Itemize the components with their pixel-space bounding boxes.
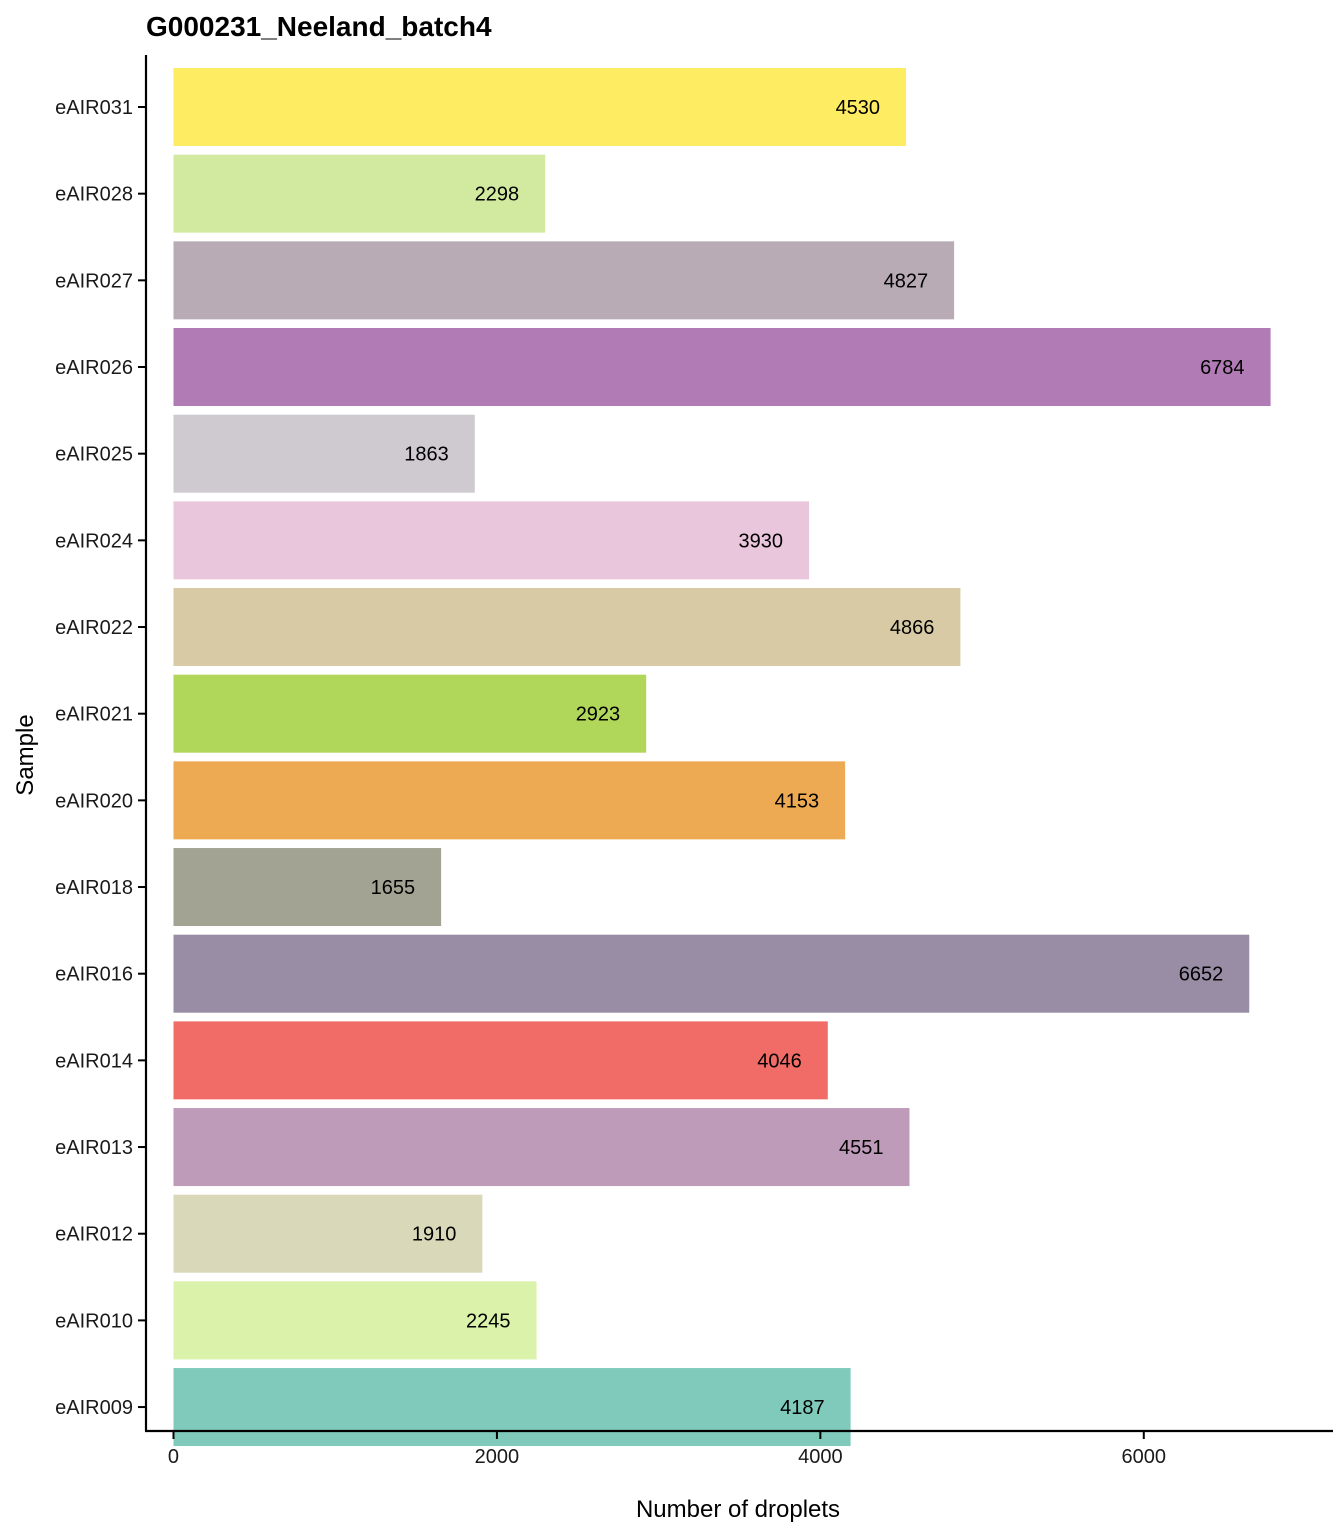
y-tick-label: eAIR010 bbox=[55, 1310, 133, 1332]
y-tick-label: eAIR022 bbox=[55, 617, 133, 639]
bar-eAIR027 bbox=[173, 241, 955, 320]
y-tick-label: eAIR028 bbox=[55, 184, 133, 206]
bars-group: 4530 2298 4827 6784 1863 3930 4866 2923 4153 1655… bbox=[173, 68, 1271, 1447]
y-tick-label: eAIR018 bbox=[55, 877, 133, 899]
x-tick-label: 4000 bbox=[798, 1446, 843, 1468]
bar-eAIR010 bbox=[173, 1281, 537, 1360]
bar-value-label: 2245 bbox=[466, 1310, 511, 1332]
bar-value-label: 4866 bbox=[890, 617, 935, 639]
bar-value-label: 1863 bbox=[404, 444, 449, 466]
y-tick-label: eAIR009 bbox=[55, 1397, 133, 1419]
bar-eAIR016 bbox=[173, 934, 1250, 1013]
bar-value-label: 2298 bbox=[475, 184, 520, 206]
chart-title: G000231_Neeland_batch4 bbox=[146, 11, 492, 42]
bar-eAIR009 bbox=[173, 1368, 851, 1447]
x-tick-label: 0 bbox=[168, 1446, 179, 1468]
x-axis-label: Number of droplets bbox=[636, 1496, 840, 1523]
x-tick-label: 2000 bbox=[475, 1446, 520, 1468]
y-tick-label: eAIR024 bbox=[55, 530, 133, 552]
bar-eAIR024 bbox=[173, 501, 810, 580]
bar-eAIR021 bbox=[173, 674, 647, 753]
bar-eAIR025 bbox=[173, 414, 475, 493]
y-tick-label: eAIR014 bbox=[55, 1050, 133, 1072]
y-tick-label: eAIR031 bbox=[55, 97, 133, 119]
bar-value-label: 1910 bbox=[412, 1224, 457, 1246]
y-tick-label: eAIR026 bbox=[55, 357, 133, 379]
bar-value-label: 4551 bbox=[839, 1137, 884, 1159]
y-tick-label: eAIR021 bbox=[55, 704, 133, 726]
y-tick-label: eAIR025 bbox=[55, 444, 133, 466]
y-axis-ticks: eAIR031 eAIR028 eAIR027 eAIR026 eAIR025 eAIR0… bbox=[55, 97, 146, 1419]
y-tick-label: eAIR012 bbox=[55, 1224, 133, 1246]
bar-value-label: 2923 bbox=[576, 704, 621, 726]
bar-value-label: 4530 bbox=[836, 97, 881, 119]
y-axis-label: Sample bbox=[12, 714, 39, 795]
x-axis-ticks: 0 2000 4000 6000 bbox=[168, 1431, 1166, 1468]
bar-eAIR020 bbox=[173, 761, 846, 840]
bar-value-label: 4046 bbox=[757, 1050, 802, 1072]
bar-value-label: 4827 bbox=[884, 270, 929, 292]
bar-value-label: 4187 bbox=[780, 1397, 825, 1419]
bar-value-label: 6784 bbox=[1200, 357, 1245, 379]
bar-eAIR014 bbox=[173, 1021, 828, 1100]
y-tick-label: eAIR020 bbox=[55, 790, 133, 812]
x-tick-label: 6000 bbox=[1122, 1446, 1167, 1468]
bar-eAIR012 bbox=[173, 1194, 483, 1273]
y-tick-label: eAIR027 bbox=[55, 270, 133, 292]
bar-eAIR031 bbox=[173, 68, 907, 146]
bar-value-label: 4153 bbox=[775, 790, 820, 812]
y-tick-label: eAIR013 bbox=[55, 1137, 133, 1159]
bar-eAIR013 bbox=[173, 1108, 910, 1187]
bar-value-label: 3930 bbox=[739, 530, 784, 552]
bar-eAIR018 bbox=[173, 848, 442, 927]
bar-value-label: 1655 bbox=[371, 877, 416, 899]
bar-eAIR028 bbox=[173, 154, 546, 233]
bar-eAIR022 bbox=[173, 588, 961, 667]
y-tick-label: eAIR016 bbox=[55, 964, 133, 986]
bar-value-label: 6652 bbox=[1179, 964, 1224, 986]
bar-eAIR026 bbox=[173, 328, 1271, 407]
